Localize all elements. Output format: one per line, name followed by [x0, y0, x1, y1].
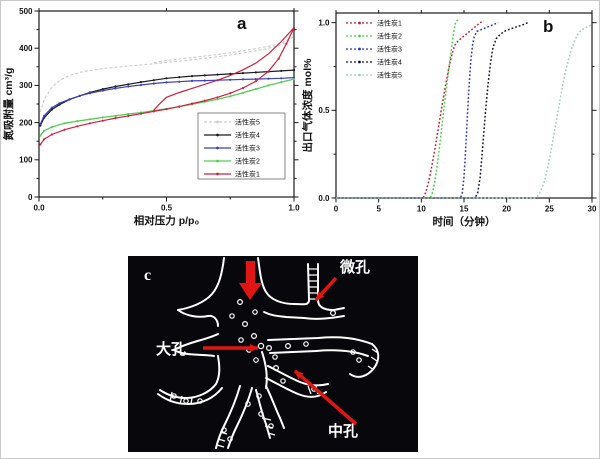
- svg-text:活性炭4: 活性炭4: [235, 131, 260, 140]
- micropore-label: 微孔: [339, 258, 370, 276]
- svg-text:0.5: 0.5: [161, 204, 173, 213]
- legend-item: 活性炭2: [346, 32, 402, 41]
- svg-text:10: 10: [417, 205, 426, 214]
- svg-text:15: 15: [460, 205, 469, 214]
- mesopore-label: 中孔: [328, 422, 358, 440]
- svg-text:0: 0: [28, 193, 33, 202]
- flow-arrow: [239, 261, 262, 300]
- breakthrough-curve-chart: 0.0 0.5 1.0 0 5 10 15 20 25 30 时间（分钟） 出口气体浓度 mol% b 活…: [301, 10, 597, 228]
- series-活性炭5-脱附: [153, 35, 295, 64]
- micropore-arrow: [314, 276, 338, 302]
- svg-text:30: 30: [588, 205, 597, 214]
- series-活性炭4: [336, 21, 529, 199]
- series-活性炭5-吸附: [39, 35, 295, 113]
- y-axis-label: 出口气体浓度 mol%: [301, 58, 314, 153]
- svg-text:1.0: 1.0: [318, 18, 330, 27]
- legend-item: 活性炭1: [204, 170, 260, 179]
- svg-text:活性炭1: 活性炭1: [235, 170, 260, 179]
- legend-item: 活性炭5: [346, 71, 402, 80]
- axis-ticks: [34, 8, 299, 202]
- legend-item: 活性炭5: [204, 118, 260, 127]
- svg-text:500: 500: [19, 7, 33, 16]
- svg-text:100: 100: [19, 156, 33, 165]
- legend-item: 活性炭3: [346, 45, 402, 54]
- panel-c-background: [128, 256, 418, 452]
- series-活性炭1: [336, 20, 484, 199]
- y-axis-label: 氮吸附量 cm³/g: [2, 68, 15, 141]
- svg-text:400: 400: [19, 44, 33, 53]
- legend-item: 活性炭2: [204, 157, 260, 166]
- x-axis-label: 时间（分钟）: [433, 215, 496, 228]
- series-活性炭5: [336, 24, 592, 199]
- svg-text:活性炭3: 活性炭3: [377, 45, 402, 54]
- tick-labels: 0 100 200 300 400 500 0.0 0.5 1.0: [19, 7, 300, 213]
- legend-item: 活性炭1: [346, 19, 402, 28]
- svg-text:5: 5: [376, 205, 381, 214]
- series-markers-活性炭1-吸附: [39, 26, 296, 146]
- svg-text:300: 300: [19, 81, 33, 90]
- svg-text:20: 20: [502, 205, 511, 214]
- legend-item: 活性炭4: [204, 131, 260, 140]
- svg-text:活性炭5: 活性炭5: [377, 71, 402, 80]
- svg-text:0.0: 0.0: [33, 204, 45, 213]
- mesopore-arrow: [293, 369, 358, 426]
- legend-item: 活性炭3: [204, 144, 260, 153]
- legend: 活性炭1 活性炭2 活性炭3 活性炭4 活性炭5: [346, 19, 402, 80]
- svg-text:0.0: 0.0: [318, 194, 330, 203]
- svg-text:活性炭5: 活性炭5: [235, 118, 260, 127]
- x-axis-label: 相对压力 p/p₀: [134, 214, 200, 227]
- svg-text:活性炭4: 活性炭4: [377, 58, 402, 67]
- panel-label-b: b: [543, 17, 553, 36]
- svg-text:活性炭2: 活性炭2: [377, 32, 402, 41]
- panel-label-a: a: [237, 14, 247, 33]
- svg-text:活性炭2: 活性炭2: [235, 157, 260, 166]
- svg-text:0.5: 0.5: [318, 106, 330, 115]
- series-活性炭1-脱附: [153, 27, 295, 111]
- panel-c-label: c: [144, 267, 151, 284]
- series-markers-活性炭3: [39, 76, 296, 126]
- nitrogen-adsorption-chart: 0 100 200 300 400 500 0.0 0.5 1.0 相对压力 p/p₀ 氮吸附量 c…: [2, 7, 300, 227]
- svg-text:0: 0: [334, 205, 339, 214]
- svg-text:活性炭1: 活性炭1: [377, 19, 402, 28]
- svg-text:25: 25: [545, 205, 554, 214]
- svg-text:200: 200: [19, 118, 33, 127]
- axis-ticks: [331, 10, 597, 203]
- svg-text:活性炭3: 活性炭3: [235, 144, 260, 153]
- tick-labels: 0.0 0.5 1.0 0 5 10 15 20 25 30: [318, 18, 597, 213]
- legend-item: 活性炭4: [346, 58, 402, 67]
- macropore-label: 大孔: [156, 340, 186, 358]
- pore-structure-diagram: c 微孔 大孔 中孔: [128, 256, 418, 452]
- series-活性炭3: [336, 21, 499, 199]
- svg-text:1.0: 1.0: [288, 204, 300, 213]
- legend: 活性炭5 活性炭4 活性炭3 活性炭2 活性炭1: [197, 112, 286, 180]
